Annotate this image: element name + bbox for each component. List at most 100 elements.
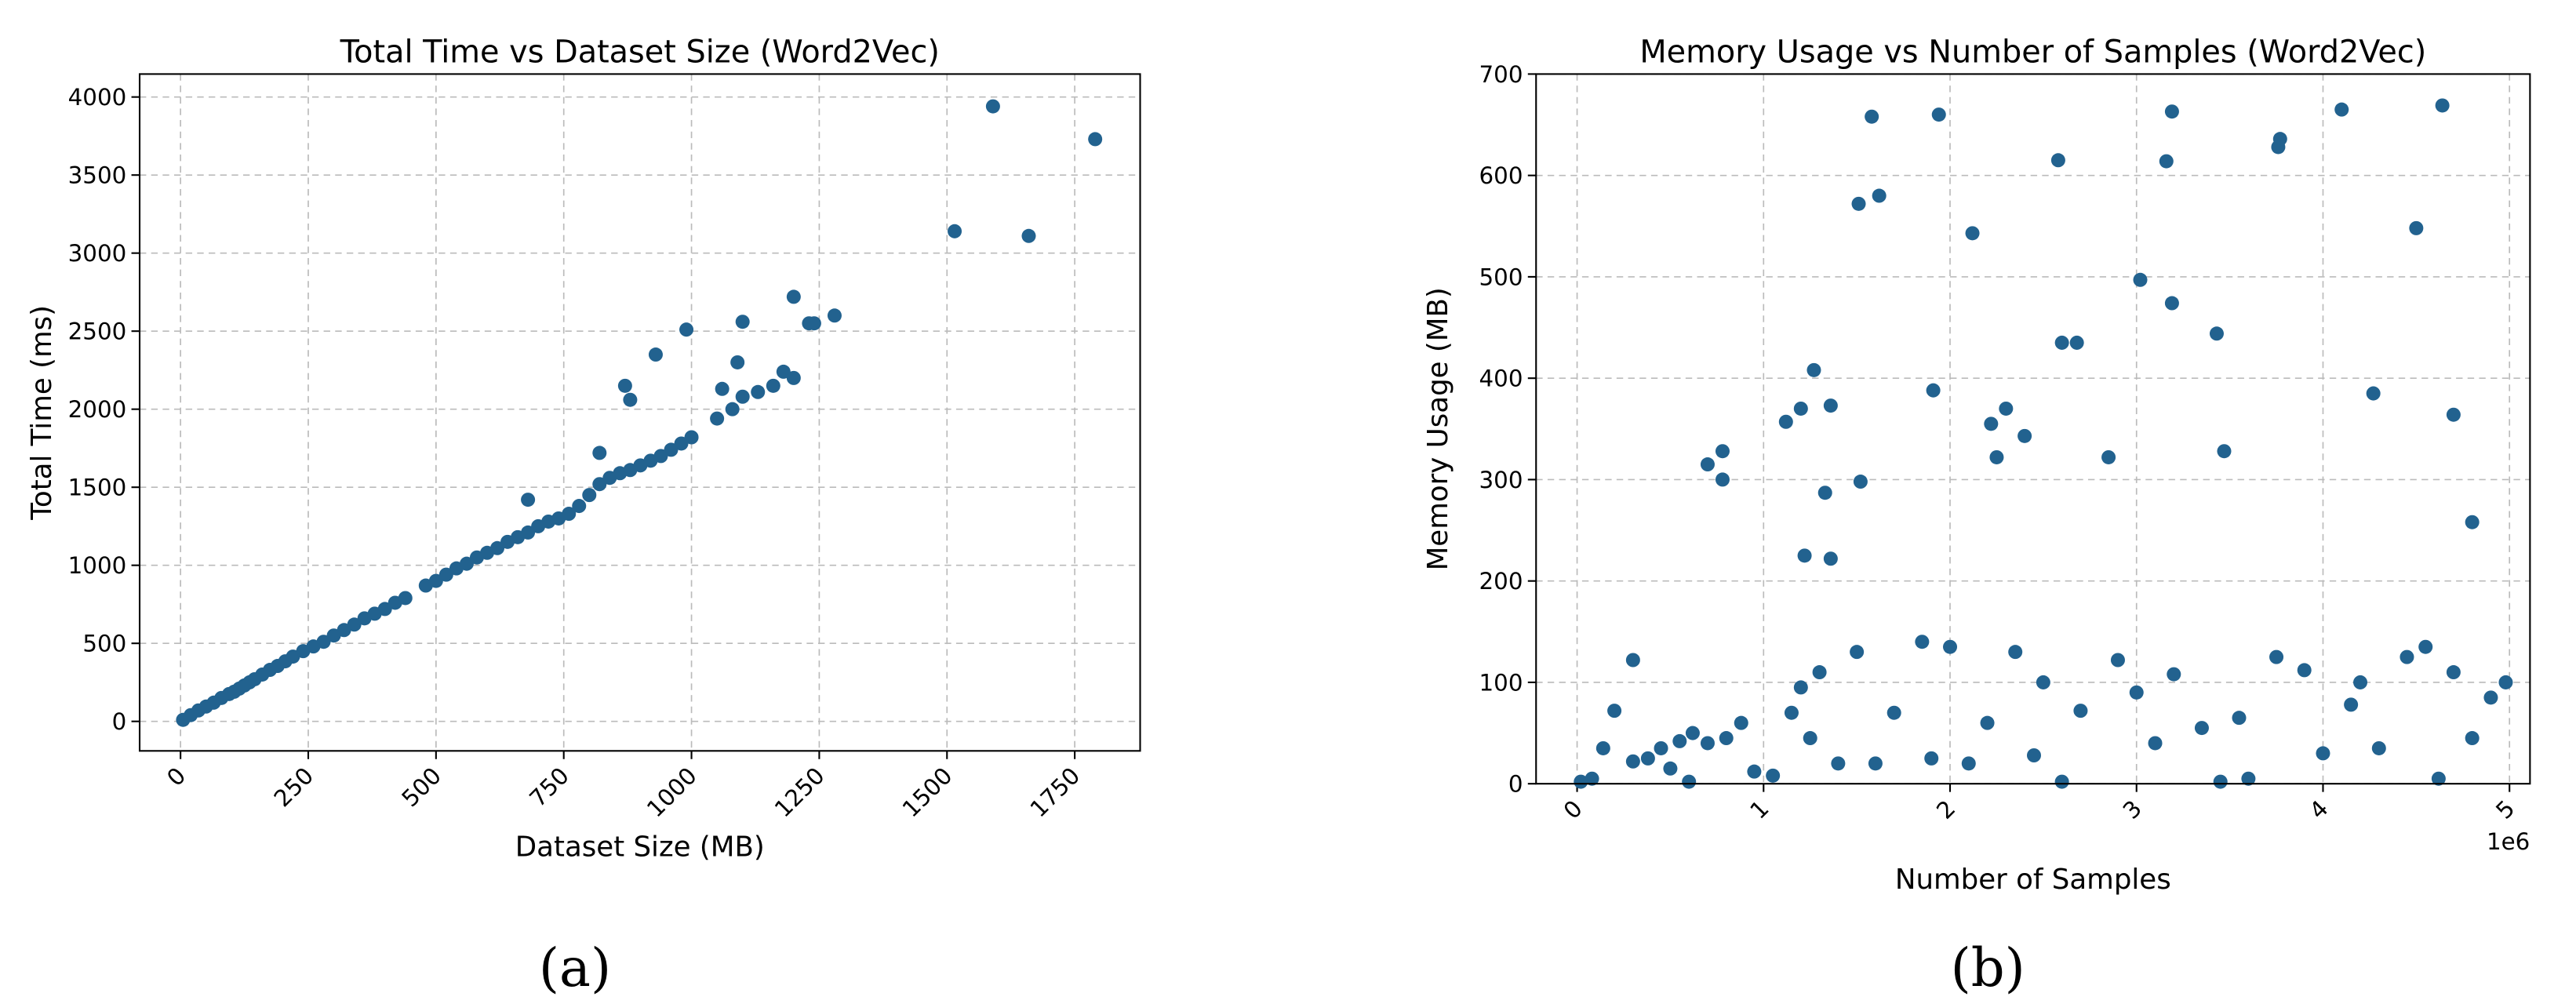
point — [674, 436, 689, 451]
point — [2159, 154, 2174, 169]
y-tick-label: 500 — [82, 631, 126, 657]
y-tick-label: 3000 — [68, 240, 127, 267]
point — [1868, 756, 1883, 771]
point — [1872, 188, 1887, 203]
y-tick-label: 3500 — [68, 162, 127, 189]
point — [459, 556, 474, 571]
point — [623, 392, 638, 407]
point — [715, 381, 730, 396]
point — [2241, 771, 2256, 786]
point — [786, 289, 801, 304]
point — [1654, 740, 1668, 755]
point — [2133, 272, 2148, 287]
y-axis-label: Memory Usage (MB) — [1422, 287, 1454, 570]
point — [1797, 548, 1812, 563]
x-tick-label: 250 — [269, 762, 319, 813]
point — [1961, 756, 1976, 771]
point — [2446, 407, 2461, 422]
point — [572, 499, 587, 514]
point — [1980, 715, 1995, 730]
point — [1793, 680, 1808, 695]
y-tick-label: 4000 — [68, 84, 127, 111]
point — [2431, 771, 2446, 786]
point — [1965, 226, 1980, 241]
point — [2129, 685, 2144, 700]
point — [2164, 104, 2179, 119]
point — [2400, 649, 2414, 664]
x-tick-label: 1000 — [642, 762, 702, 823]
point — [1625, 653, 1640, 668]
point — [948, 224, 962, 238]
point — [1682, 774, 1697, 789]
y-tick-label: 0 — [112, 708, 127, 735]
x-offset-label: 1e6 — [2487, 828, 2530, 855]
point — [735, 389, 750, 404]
point — [1719, 731, 1734, 746]
point — [521, 525, 536, 540]
point — [710, 411, 725, 426]
point — [1851, 196, 1866, 211]
point — [617, 378, 632, 393]
point — [1999, 401, 2014, 416]
caption: (b) — [1951, 937, 2025, 999]
x-tick-label: 1 — [1745, 795, 1774, 824]
point — [2371, 740, 2386, 755]
point — [1926, 383, 1941, 398]
point — [2334, 102, 2349, 117]
point — [1850, 645, 1865, 660]
x-tick-label: 2 — [1931, 795, 1960, 824]
point — [1784, 705, 1799, 720]
point — [2054, 335, 2069, 350]
point — [2498, 675, 2513, 689]
point — [1853, 475, 1868, 489]
point — [2101, 449, 2116, 464]
point — [1747, 764, 1762, 779]
point — [1793, 401, 1808, 416]
point — [2269, 649, 2284, 664]
x-tick-label: 750 — [524, 762, 574, 813]
plot-frame — [138, 73, 1141, 752]
point — [1915, 635, 1930, 649]
point — [1021, 228, 1036, 243]
point — [2054, 774, 2069, 789]
point — [679, 322, 694, 337]
point — [1817, 486, 1832, 500]
point — [562, 507, 577, 522]
point — [766, 378, 780, 393]
point — [2036, 675, 2050, 689]
point — [2353, 675, 2368, 689]
point — [377, 602, 392, 617]
point — [2272, 132, 2287, 147]
y-tick-label: 600 — [1479, 162, 1523, 189]
y-tick-label: 700 — [1479, 61, 1523, 88]
point — [1574, 774, 1588, 789]
y-tick-label: 1000 — [68, 552, 127, 579]
point — [2069, 335, 2084, 350]
point — [684, 430, 699, 445]
point — [2217, 444, 2232, 459]
point — [2435, 98, 2450, 113]
point — [985, 99, 1000, 114]
point — [490, 540, 505, 555]
point — [1989, 449, 2004, 464]
point — [1672, 733, 1687, 748]
point — [2008, 645, 2023, 660]
point — [1823, 398, 1838, 413]
point — [751, 384, 766, 399]
point — [398, 591, 413, 606]
point — [2213, 774, 2228, 789]
point — [2148, 736, 2163, 751]
point — [1715, 472, 1730, 487]
point — [592, 446, 607, 460]
point — [2018, 428, 2032, 443]
point — [1766, 768, 1781, 783]
y-axis-label: Total Time (ms) — [26, 305, 58, 521]
point — [2483, 690, 2498, 705]
y-tick-label: 2500 — [68, 318, 127, 345]
point — [1685, 726, 1700, 740]
y-tick-label: 100 — [1479, 669, 1523, 696]
x-axis-label: Number of Samples — [1895, 864, 2171, 896]
point — [2232, 711, 2247, 726]
point — [2050, 153, 2065, 168]
x-tick-label: 1250 — [770, 762, 830, 823]
